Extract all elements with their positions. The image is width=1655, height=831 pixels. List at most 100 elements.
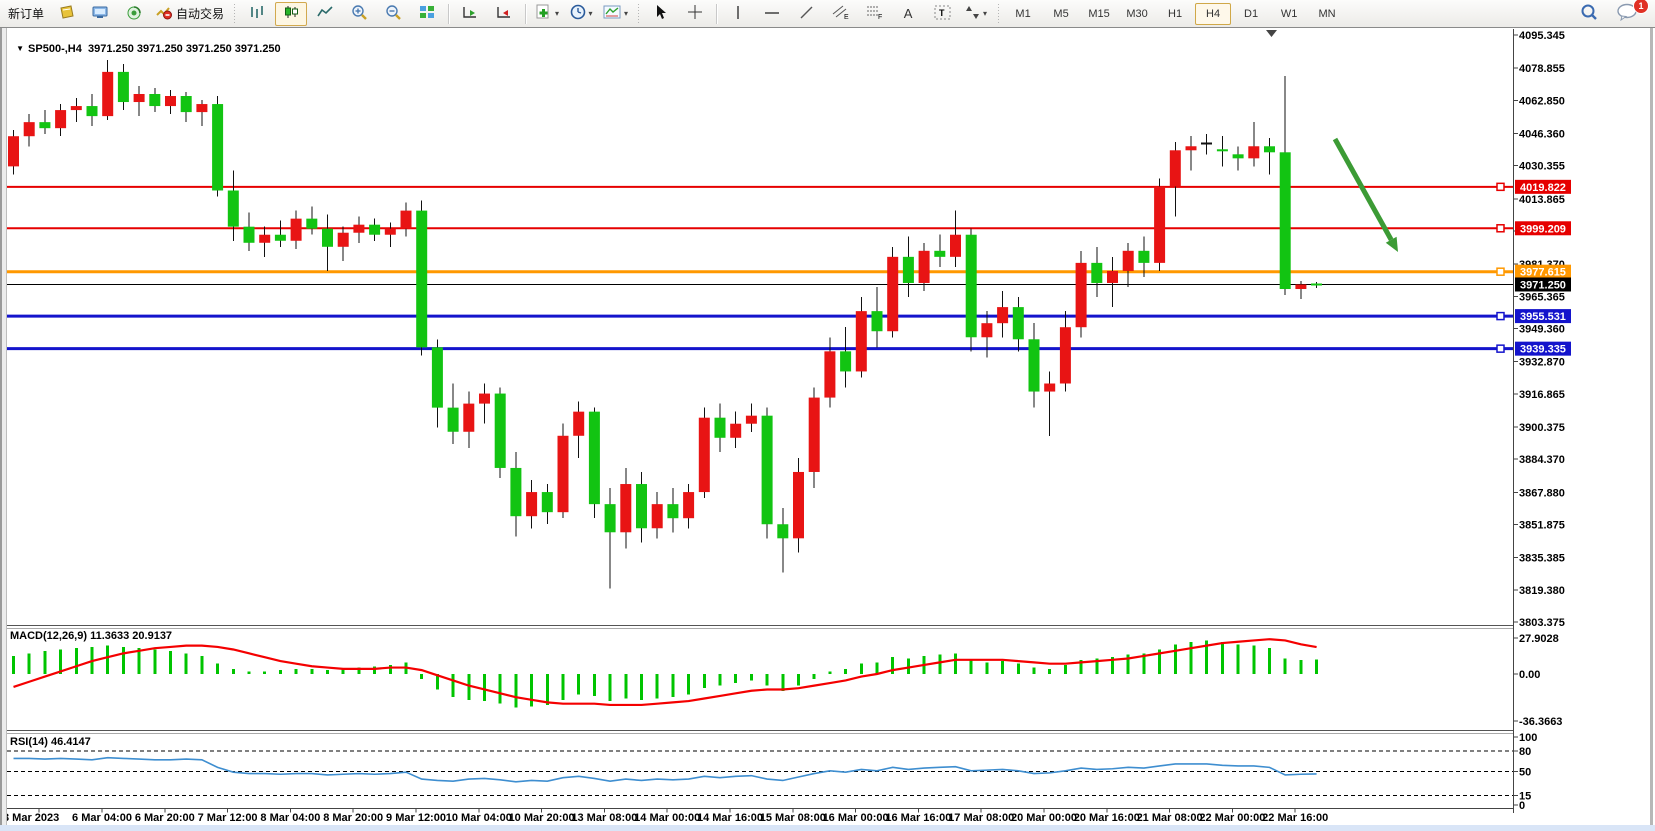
- chart-shift-button[interactable]: [488, 2, 520, 26]
- trendline-button[interactable]: [790, 2, 822, 26]
- candle[interactable]: [683, 492, 695, 519]
- text-label-button[interactable]: T: [926, 2, 958, 26]
- candles[interactable]: [8, 59, 1323, 589]
- candle[interactable]: [70, 106, 82, 111]
- candle[interactable]: [431, 347, 443, 408]
- line-chart-button[interactable]: [309, 2, 341, 26]
- candle[interactable]: [793, 471, 804, 539]
- candle[interactable]: [212, 104, 224, 191]
- candle[interactable]: [1028, 339, 1040, 392]
- collapse-arrow-icon[interactable]: ▼: [16, 44, 25, 53]
- zoom-out-button[interactable]: [377, 2, 409, 26]
- candle[interactable]: [337, 232, 349, 247]
- candle[interactable]: [1059, 327, 1071, 384]
- candle[interactable]: [1122, 250, 1134, 271]
- candle[interactable]: [165, 96, 176, 107]
- candle[interactable]: [1138, 250, 1150, 263]
- candle[interactable]: [1154, 186, 1166, 263]
- candle[interactable]: [824, 351, 836, 398]
- candle[interactable]: [1216, 149, 1228, 152]
- macd-pane[interactable]: [12, 638, 1319, 708]
- candle[interactable]: [1169, 150, 1181, 187]
- candle[interactable]: [1185, 146, 1197, 151]
- candle[interactable]: [1248, 146, 1260, 159]
- periods-button[interactable]: ▾: [565, 2, 597, 26]
- text-button[interactable]: A: [892, 2, 924, 26]
- templates-button[interactable]: ▾: [599, 2, 632, 26]
- candle[interactable]: [353, 224, 365, 233]
- candle[interactable]: [808, 397, 820, 472]
- candle[interactable]: [997, 307, 1009, 324]
- candle[interactable]: [290, 218, 302, 241]
- candle[interactable]: [369, 224, 381, 235]
- bar-chart-button[interactable]: [241, 2, 273, 26]
- notifications-button[interactable]: 1: [1611, 0, 1649, 26]
- candle[interactable]: [965, 234, 977, 338]
- candle[interactable]: [39, 122, 51, 129]
- candle[interactable]: [745, 415, 757, 424]
- candle[interactable]: [322, 228, 333, 247]
- candle[interactable]: [730, 423, 742, 438]
- candle[interactable]: [934, 250, 946, 257]
- timeframe-m1[interactable]: M1: [1015, 7, 1031, 20]
- candle[interactable]: [416, 210, 428, 348]
- candle[interactable]: [1012, 307, 1024, 340]
- chart-shift-marker[interactable]: [1266, 30, 1277, 37]
- candle[interactable]: [149, 93, 161, 107]
- candle[interactable]: [1075, 262, 1087, 328]
- candle[interactable]: [196, 104, 208, 113]
- candle[interactable]: [274, 234, 286, 241]
- candle[interactable]: [573, 411, 585, 436]
- timeframe-h1[interactable]: H1: [1168, 7, 1183, 20]
- equidistant-channel-button[interactable]: E: [824, 2, 856, 26]
- candle[interactable]: [777, 524, 789, 539]
- candle[interactable]: [918, 250, 930, 283]
- candlestick-chart-button[interactable]: [275, 1, 308, 26]
- candle[interactable]: [1044, 383, 1056, 392]
- timeframe-m15[interactable]: M15: [1088, 7, 1110, 20]
- candle[interactable]: [541, 492, 553, 513]
- candle[interactable]: [887, 256, 899, 332]
- candle[interactable]: [180, 96, 192, 113]
- indicators-button[interactable]: ▾: [531, 2, 563, 26]
- timeframe-mn[interactable]: MN: [1318, 7, 1336, 20]
- candle[interactable]: [620, 484, 632, 533]
- candle[interactable]: [259, 234, 271, 243]
- search-button[interactable]: [1573, 2, 1605, 26]
- candle[interactable]: [761, 415, 773, 525]
- candle[interactable]: [384, 228, 396, 235]
- candle[interactable]: [133, 93, 145, 103]
- line-endpoint-marker[interactable]: [1496, 224, 1505, 233]
- candle[interactable]: [604, 504, 616, 533]
- new-order-button[interactable]: 新订单: [4, 2, 48, 26]
- candle[interactable]: [950, 234, 961, 257]
- candle[interactable]: [698, 417, 710, 493]
- candle[interactable]: [23, 122, 35, 137]
- candle[interactable]: [667, 504, 679, 519]
- arrows-button[interactable]: ▾: [960, 2, 992, 26]
- candle[interactable]: [526, 492, 538, 517]
- timeframe-w1[interactable]: W1: [1280, 7, 1298, 20]
- candle[interactable]: [651, 504, 663, 529]
- arrow-annotation-head[interactable]: [1385, 236, 1398, 252]
- candle[interactable]: [1264, 146, 1275, 153]
- candle[interactable]: [1279, 152, 1291, 290]
- timeframe-m30[interactable]: M30: [1126, 7, 1148, 20]
- line-endpoint-marker[interactable]: [1496, 182, 1505, 192]
- terminal-button[interactable]: [84, 2, 116, 26]
- line-endpoint-marker[interactable]: [1496, 267, 1505, 276]
- auto-scroll-button[interactable]: [454, 2, 486, 26]
- candle[interactable]: [494, 393, 506, 468]
- candle[interactable]: [400, 210, 412, 229]
- charts-button[interactable]: [50, 2, 82, 26]
- candle[interactable]: [243, 226, 255, 243]
- candle[interactable]: [588, 411, 600, 505]
- candle[interactable]: [86, 106, 98, 117]
- zoom-in-button[interactable]: [343, 2, 375, 26]
- candle[interactable]: [1232, 154, 1244, 159]
- candle[interactable]: [1091, 262, 1103, 283]
- candle[interactable]: [840, 351, 852, 372]
- horizontal-line-button[interactable]: [756, 2, 788, 26]
- candle[interactable]: [479, 393, 490, 404]
